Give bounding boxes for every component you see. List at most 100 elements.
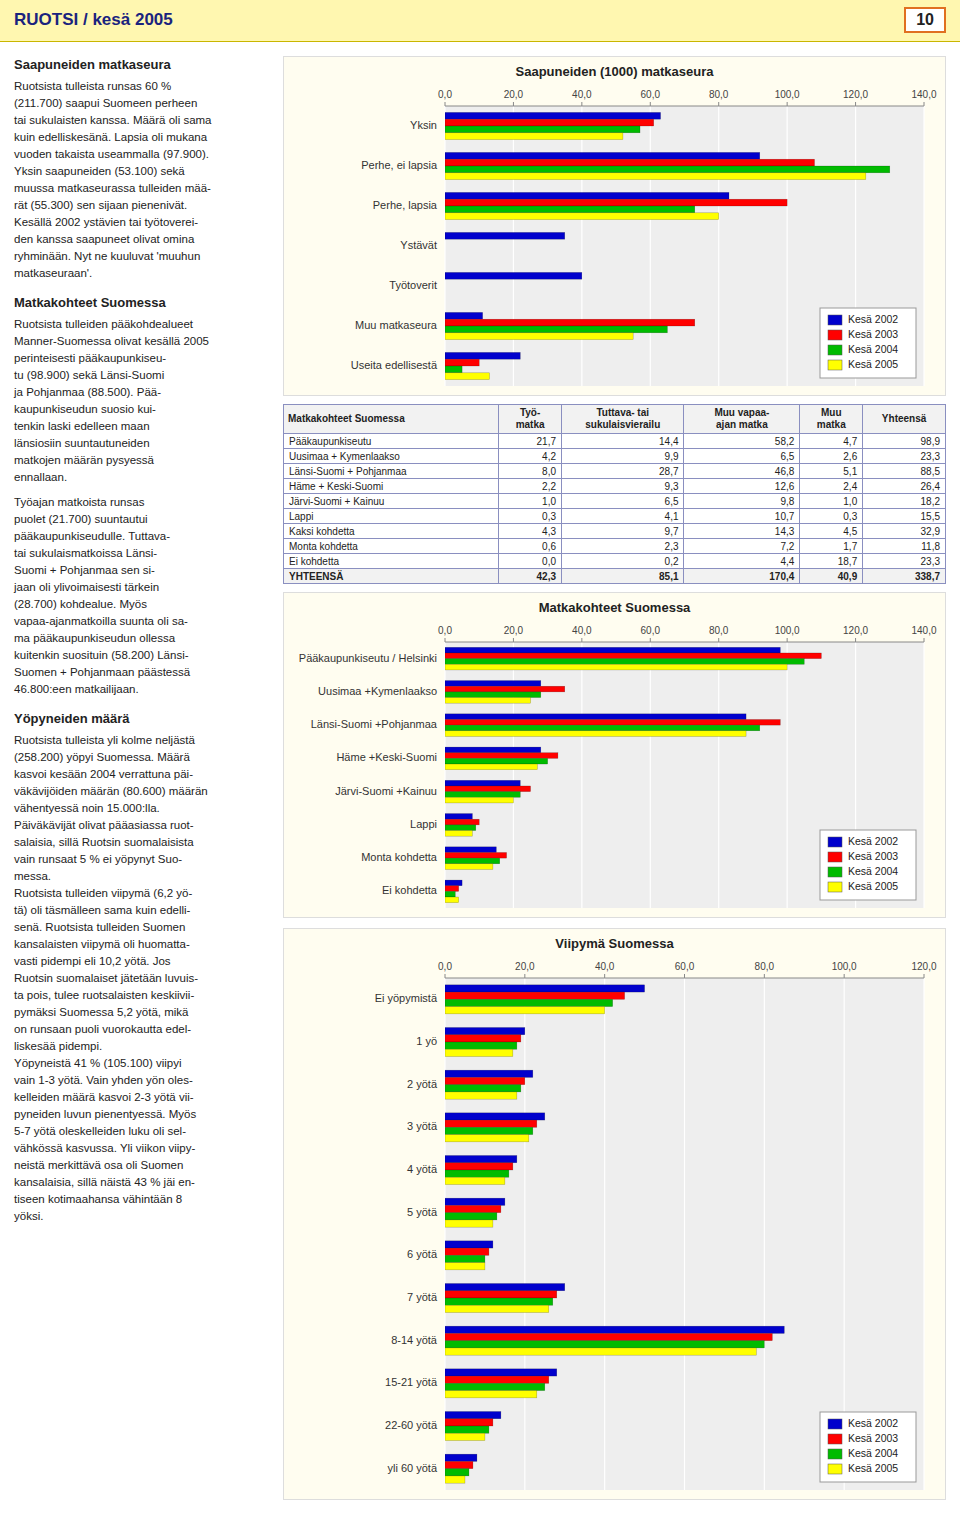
legend-box: [820, 1412, 916, 1482]
tick-label: 120,0: [843, 625, 868, 636]
chart: Viipymä Suomessa0,020,040,060,080,0100,0…: [283, 928, 946, 1500]
tick-label: 60,0: [641, 89, 661, 100]
tick-label: 140,0: [911, 625, 936, 636]
chart: Saapuneiden (1000) matkaseura0,020,040,0…: [283, 56, 946, 396]
tick-label: 0,0: [438, 961, 452, 972]
tick-label: 20,0: [504, 625, 524, 636]
bar: [445, 239, 446, 246]
legend-swatch: [828, 315, 842, 325]
table-header-text: sukulaisvierailu: [585, 419, 660, 430]
text-line: länsiosiin suuntautuneiden: [14, 435, 272, 452]
tick-mark: [855, 102, 856, 106]
bar: [445, 1411, 501, 1418]
bar: [445, 326, 667, 333]
bar: [445, 797, 513, 803]
bar: [445, 1163, 513, 1170]
tick-label: 140,0: [911, 89, 936, 100]
table-cell: 0,3: [499, 509, 562, 524]
legend-box: [820, 830, 916, 900]
bars: [445, 647, 821, 902]
table-cell: 32,9: [863, 524, 946, 539]
table-cell: 6,5: [562, 494, 684, 509]
text-line: vain 1-3 yötä. Vain yhden yön oles-: [14, 1072, 272, 1089]
bar: [445, 1007, 605, 1014]
text-line: 46.800:een matkailijaan.: [14, 681, 272, 698]
bar: [445, 1198, 505, 1205]
legend-swatch: [828, 330, 842, 340]
text-line: kansalaisten viipymä oli huomatta-: [14, 936, 272, 953]
text-line: kuin edelliskesänä. Lapsia oli mukana: [14, 129, 272, 146]
table-cell: 6,5: [684, 449, 800, 464]
bar: [445, 286, 446, 293]
grid-line: [764, 978, 765, 1490]
bar: [445, 985, 645, 992]
text-line: Työajan matkoista runsas: [14, 494, 272, 511]
chart-title: Saapuneiden (1000) matkaseura: [516, 64, 715, 79]
table-cell: 4,5: [800, 524, 863, 539]
tick-label: 40,0: [572, 625, 592, 636]
tick-label: 60,0: [641, 625, 661, 636]
text-line: matkojen määrän pysyessä: [14, 452, 272, 469]
text-line: Kesällä 2002 ystävien tai työtoverei-: [14, 214, 272, 231]
tick-mark: [604, 974, 605, 978]
table-cell: YHTEENSÄ: [284, 569, 499, 584]
grid-line: [513, 106, 514, 386]
table-header-text: matka: [516, 419, 545, 430]
text-line: muussa matkaseurassa tulleiden mää-: [14, 180, 272, 197]
bar: [445, 319, 695, 326]
bar: [445, 659, 804, 665]
bar: [445, 1333, 772, 1340]
category-label: 7 yötä: [407, 1291, 438, 1303]
tick-label: 100,0: [832, 961, 857, 972]
legend-swatch: [828, 852, 842, 862]
bar: [445, 1454, 477, 1461]
bar: [445, 232, 565, 239]
tick-mark: [924, 974, 925, 978]
legend-swatch: [828, 1449, 842, 1459]
table-cell: 23,3: [863, 449, 946, 464]
grid-line: [524, 978, 525, 1490]
table-header-text: Matkakohteet Suomessa: [288, 413, 405, 424]
category-label: 1 yö: [416, 1035, 437, 1047]
text-line: 5-7 yötä oleskelleiden luku oli sel-: [14, 1123, 272, 1140]
tick-label: 120,0: [911, 961, 936, 972]
text-line: tenkin laski edelleen maan: [14, 418, 272, 435]
grid-line: [718, 642, 719, 908]
page-title: RUOTSI / kesä 2005: [14, 10, 173, 30]
legend-label: Kesä 2004: [848, 343, 898, 355]
legend-swatch: [828, 1419, 842, 1429]
table-cell: 18,2: [863, 494, 946, 509]
category-label: Perhe, ei lapsia: [361, 159, 438, 171]
text-line: kuitenkin suosituin (58.200) Länsi-: [14, 647, 272, 664]
text-paragraph: Ruotsista tulleista runsas 60 %(211.700)…: [14, 78, 272, 282]
plot-area: [445, 642, 924, 908]
bar: [445, 1241, 493, 1248]
text-line: tä) oli täsmälleen sama kuin edelli-: [14, 902, 272, 919]
bar: [445, 1127, 533, 1134]
table-cell: Monta kohdetta: [284, 539, 499, 554]
bar: [445, 692, 541, 698]
bar: [445, 1305, 549, 1312]
category-label: Ei yöpymistä: [375, 992, 438, 1004]
tick-mark: [581, 102, 582, 106]
table-header-text: Yhteensä: [882, 413, 926, 424]
tick-mark: [924, 102, 925, 106]
bar: [445, 126, 640, 133]
bar: [445, 1291, 557, 1298]
text-line: Päiväkävijät olivat pääasiassa ruot-: [14, 817, 272, 834]
table-cell: 170,4: [684, 569, 800, 584]
tick-mark: [844, 974, 845, 978]
bar: [445, 819, 479, 825]
grid-line: [650, 106, 651, 386]
text-line: tiseen kotimaahansa vähintään 8: [14, 1191, 272, 1208]
text-line: salaisia, sillä Ruotsin suomalaisista: [14, 834, 272, 851]
bar: [445, 686, 565, 692]
table-header-text: matka: [817, 419, 846, 430]
bar: [445, 1255, 485, 1262]
text-line: pääkaupunkiseudulle. Tuttava-: [14, 528, 272, 545]
table-cell: 18,7: [800, 554, 863, 569]
tick-label: 80,0: [755, 961, 775, 972]
table-row: Länsi-Suomi + Pohjanmaa8,028,746,85,188,…: [284, 464, 946, 479]
table-cell: 98,9: [863, 434, 946, 449]
text-line: kelleiden määrä kasvoi 2-3 yötä vii-: [14, 1089, 272, 1106]
